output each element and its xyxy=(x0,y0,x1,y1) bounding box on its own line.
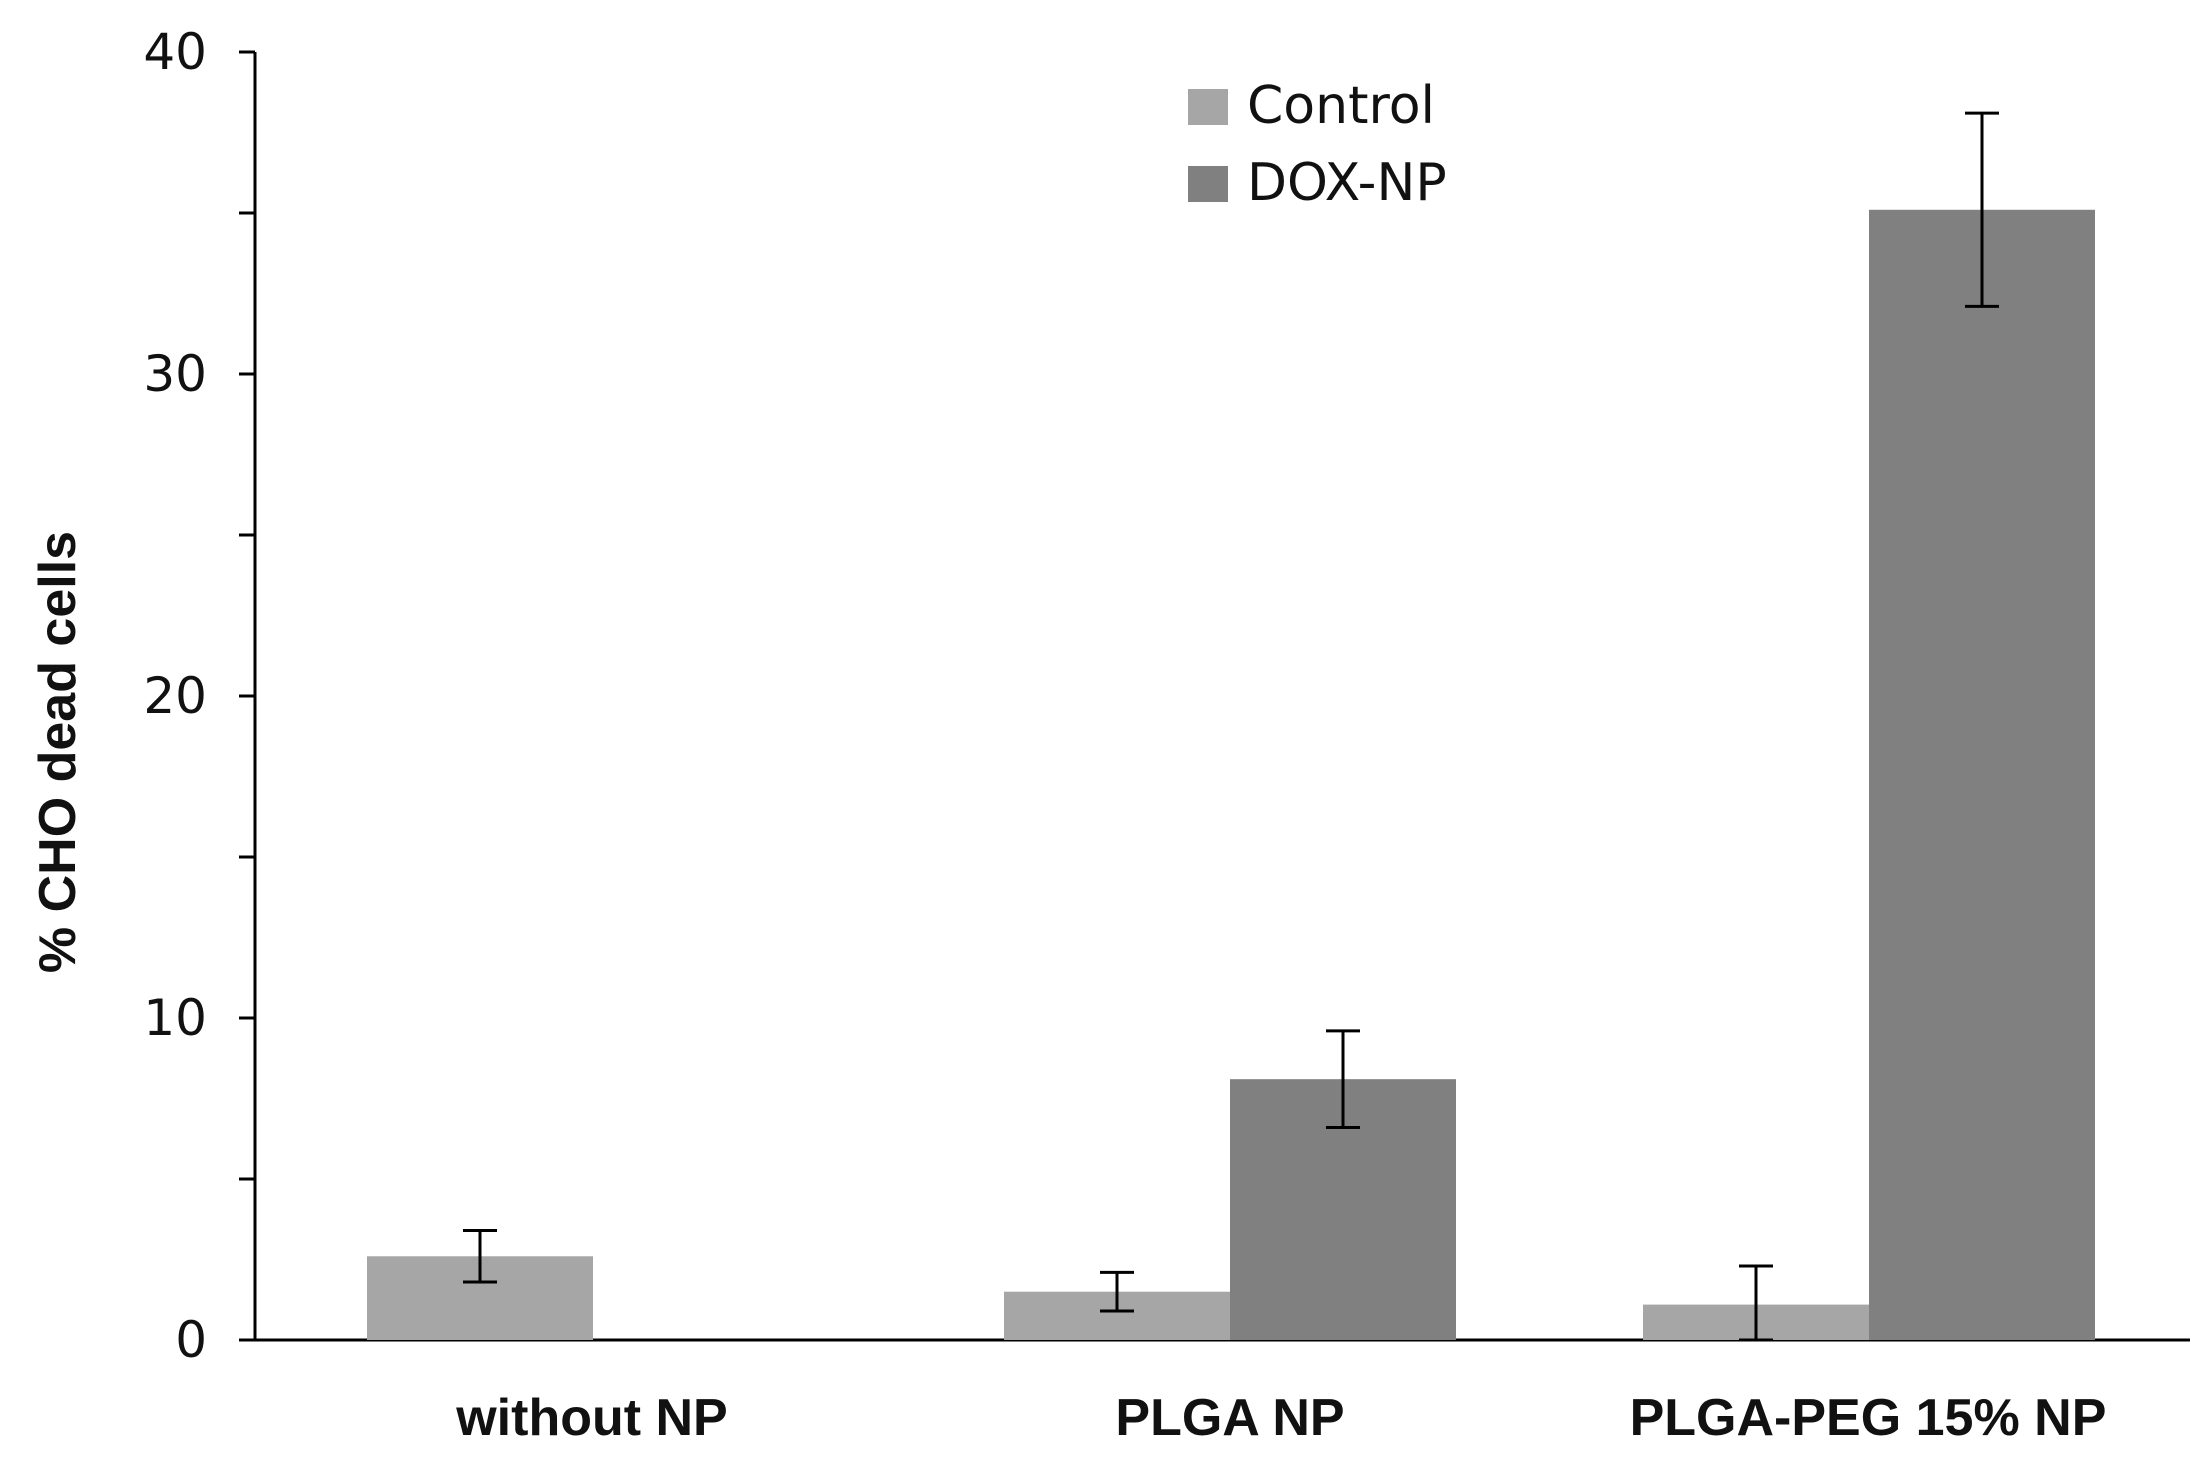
y-axis-ticks xyxy=(239,50,255,1342)
y-tick-label-10: 10 xyxy=(143,989,207,1047)
y-axis: 0 10 20 30 40 xyxy=(143,23,257,1369)
legend-label-dox-np: DOX-NP xyxy=(1247,153,1447,213)
legend-swatch-dox-np xyxy=(1188,166,1228,202)
y-tick-label-0: 0 xyxy=(175,1311,207,1369)
error-bars-group xyxy=(463,111,1999,1342)
category-label-plga-np: PLGA NP xyxy=(1115,1389,1344,1447)
category-label-plga-peg-15-np: PLGA-PEG 15% NP xyxy=(1630,1389,2107,1447)
y-tick-label-20: 20 xyxy=(143,667,207,725)
category-labels: without NP PLGA NP PLGA-PEG 15% NP xyxy=(455,1389,2106,1447)
y-axis-tick-labels: 0 10 20 30 40 xyxy=(143,23,207,1369)
category-label-without-np: without NP xyxy=(455,1389,728,1447)
legend-swatch-control xyxy=(1188,89,1228,125)
bars-group xyxy=(367,209,2095,1340)
legend-label-control: Control xyxy=(1247,76,1435,136)
y-tick-label-40: 40 xyxy=(143,23,207,81)
legend: Control DOX-NP xyxy=(1188,76,1447,213)
y-axis-label: % CHO dead cells xyxy=(29,531,87,973)
y-tick-label-30: 30 xyxy=(143,345,207,403)
bar-dox-np-plga-peg-15-np xyxy=(1869,209,2095,1340)
